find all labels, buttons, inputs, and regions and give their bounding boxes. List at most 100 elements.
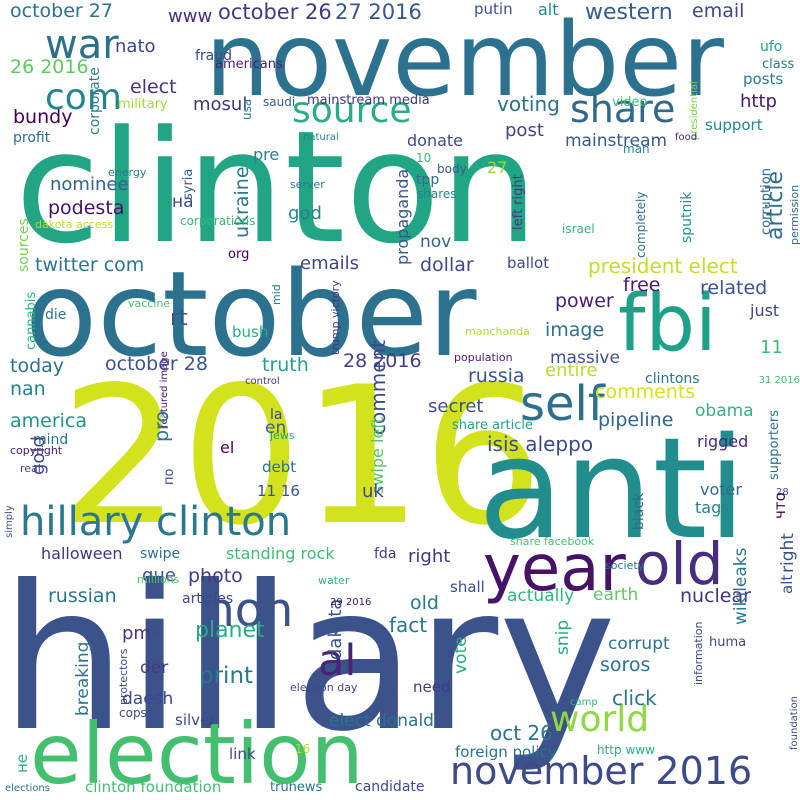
word-161: water [318,574,350,587]
word-13: al [318,636,357,686]
word-102: 28 2016 [343,350,422,372]
word-81: twitter com [35,254,145,276]
word-89: vaccine [128,297,171,310]
word-156: millions [137,573,180,586]
word-138: black [631,492,647,530]
word-190: oct 26 [490,721,553,745]
word-76: completely [634,191,648,259]
word-143: simply [4,505,15,538]
word-69: god [288,203,322,224]
word-54: natural [303,132,339,143]
word-109: control [245,376,280,387]
word-30: class [762,57,795,72]
word-59: energy [108,166,147,179]
word-19: world [550,699,650,740]
word-198: trunews [270,780,323,795]
word-7: fbi [618,279,717,369]
word-55: man [623,142,650,156]
word-93: free [623,274,661,296]
word-90: mid [270,284,283,305]
word-43: usa [240,98,254,120]
word-124: copyright [10,444,63,457]
word-168: fact [389,613,428,637]
word-27: western [585,0,673,25]
word-12: non [205,583,294,638]
word-166: planet [195,618,265,643]
word-46: voting [497,92,560,116]
word-87: cannabis [24,291,39,350]
word-67: на [172,192,194,212]
word-78: propaganda [393,168,412,265]
word-197: clinton foundation [85,778,222,796]
word-72: dakota access [35,218,114,231]
word-63: 27 [487,158,508,177]
word-40: bundy [13,106,73,128]
word-75: israel [562,222,595,236]
word-34: americans [215,57,283,72]
word-53: food [675,132,698,143]
word-131: rigged [697,432,749,451]
word-15: war [45,22,119,68]
word-21: 26 2016 [10,56,89,78]
word-61: 10 [416,151,432,165]
word-29: ufo [760,39,783,55]
word-83: org [228,247,250,262]
word-171: vote [451,636,471,674]
word-181: click [612,686,657,710]
word-17: source [292,90,412,131]
word-0: hillary [0,543,617,776]
word-94: related [700,277,768,299]
word-148: right [408,546,451,567]
word-126: la [270,407,283,423]
word-10: old [635,530,724,598]
word-3: october [25,245,477,383]
word-45: video [612,95,648,110]
word-199: candidate [355,779,425,795]
word-120: pro [151,410,173,442]
word-116: secret [428,396,484,417]
word-37: military [118,97,168,112]
word-100: october 28 [105,353,208,375]
word-137: 11 16 [257,482,300,500]
word-182: information [692,621,705,686]
word-57: donate [407,131,464,150]
word-192: link [229,745,256,763]
word-184: election day [290,681,358,694]
word-6: election [30,705,364,800]
word-195: http www [597,743,655,757]
word-20: october 27 [10,0,113,22]
word-97: image [545,319,605,341]
word-179: print [199,663,254,689]
word-25: putin [474,0,513,18]
word-2: november [205,1,724,120]
word-31: posts [743,70,784,88]
word-150: right [778,533,798,573]
word-62: left right [511,174,526,230]
word-86: president elect [588,254,738,278]
word-173: soros [600,654,651,676]
word-88: die [45,307,67,323]
word-112: 31 2016 [758,375,800,386]
word-125: el [220,438,235,457]
word-11: november 2016 [450,749,753,793]
word-153: society [605,559,645,572]
word-65: nominee [50,174,129,195]
word-110: entire [545,360,598,381]
word-105: 11 [760,337,783,358]
word-118: obama [695,401,754,421]
word-79: nov [420,232,452,252]
word-151: alt [778,574,796,594]
word-108: russia [468,365,525,387]
word-4: 2016 [60,346,544,567]
word-114: america [10,410,88,432]
word-84: dollar [420,254,474,276]
word-28: email [692,0,745,22]
word-165: pm [122,623,151,644]
word-73: body [437,162,467,176]
word-23: october 26 [218,0,332,24]
word-157: shall [450,578,485,596]
word-22: www [168,6,213,27]
word-172: wikileaks [731,547,751,626]
word-71: corporations [180,214,256,228]
